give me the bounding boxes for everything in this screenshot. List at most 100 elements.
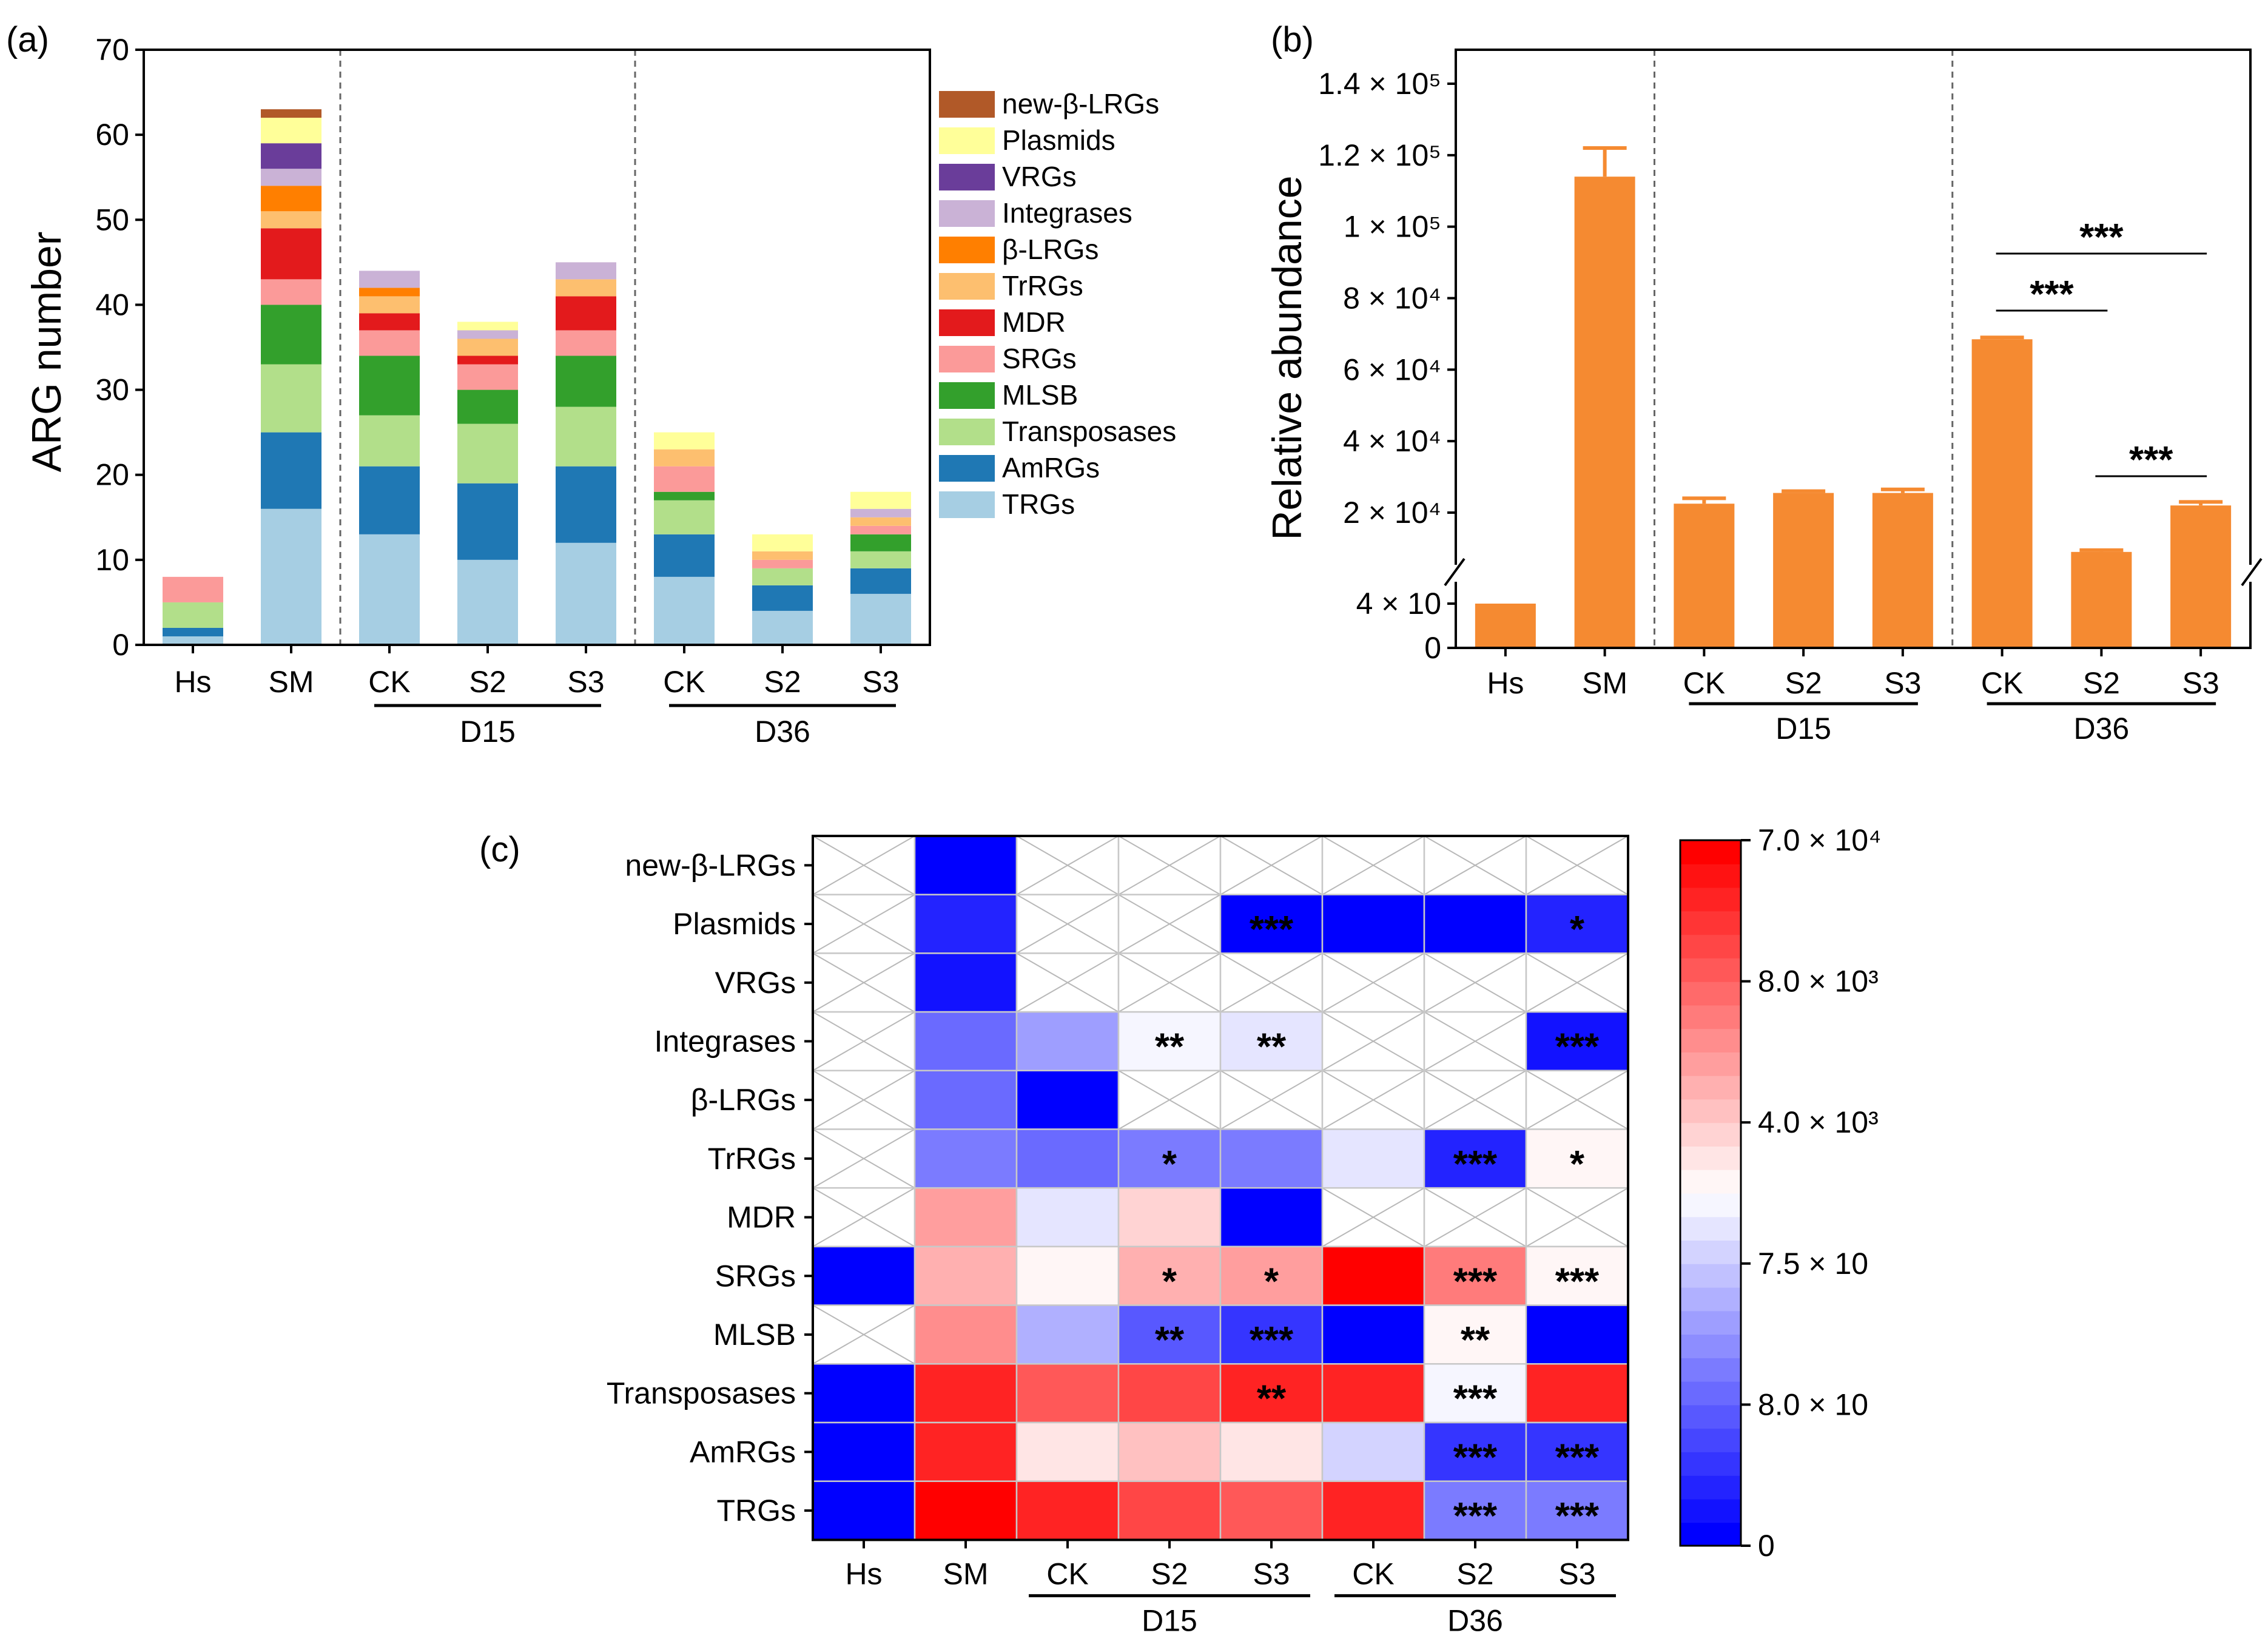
- heatmap-cell: [1017, 1246, 1119, 1305]
- bar-segment-TrRGs-1: [261, 211, 321, 229]
- legend-swatch-β-LRGs: [939, 237, 995, 263]
- bar-segment-AmRGs-1: [261, 432, 321, 509]
- heatmap-cell: [1220, 1423, 1322, 1481]
- heatmap-significance: *: [1162, 1261, 1177, 1302]
- colorbar-step-3: [1680, 1451, 1741, 1476]
- bar-segment-MLSB-7: [850, 534, 911, 551]
- column-label: S3: [1253, 1557, 1290, 1591]
- bar-segment-Integrases-1: [261, 169, 321, 186]
- axis-break-gap-left: [1444, 565, 1468, 582]
- x-tick-label: Hs: [1487, 666, 1524, 700]
- cross-line: [812, 835, 915, 895]
- cross-line: [1322, 952, 1425, 1012]
- heatmap-significance: *: [1570, 909, 1585, 951]
- heatmap-cell: [813, 1246, 915, 1305]
- cross-line: [1424, 1011, 1527, 1071]
- bar-segment-MDR-1: [261, 228, 321, 280]
- cross-line: [1016, 835, 1119, 895]
- bar-segment-MLSB-5: [654, 491, 715, 500]
- x-tick-label: SM: [269, 665, 314, 699]
- y-tick-label: 8 × 10⁴: [1343, 281, 1441, 315]
- x-tick-label: S2: [2083, 666, 2120, 700]
- bar-segment-MLSB-2: [359, 355, 420, 416]
- colorbar-step-28: [1680, 863, 1741, 888]
- bar-segment-Plasmids-5: [654, 432, 715, 450]
- heatmap-cell: [1322, 1246, 1424, 1305]
- heatmap-cell: [1017, 1129, 1119, 1188]
- colorbar-step-21: [1680, 1028, 1741, 1053]
- bar-segment-AmRGs-5: [654, 534, 715, 577]
- bar-SM-1: [1574, 177, 1635, 648]
- bar-S3-7: [2170, 505, 2232, 648]
- bar-segment-Integrases-2: [359, 271, 420, 288]
- row-label: MLSB: [713, 1318, 796, 1352]
- bar-segment-Transposases-6: [752, 568, 813, 585]
- cross-line: [1526, 952, 1629, 1012]
- cross-line: [812, 1304, 915, 1365]
- legend-label: TRGs: [1002, 488, 1075, 520]
- bar-segment-AmRGs-3: [457, 483, 518, 560]
- heatmap-cell: [1424, 1246, 1526, 1305]
- heatmap-significance: ***: [1555, 1495, 1600, 1537]
- bar-segment-TRGs-0: [163, 636, 223, 645]
- heatmap-cell: [1526, 1129, 1628, 1188]
- cross-line: [812, 1070, 915, 1130]
- heatmap-cell: [915, 1305, 1017, 1364]
- bar-segment-SRGs-6: [752, 559, 813, 568]
- colorbar-step-6: [1680, 1381, 1741, 1406]
- axis-break-mark-left: [1444, 558, 1465, 587]
- x-tick-label: S3: [567, 665, 604, 699]
- y-tick-label: 40: [95, 288, 129, 322]
- heatmap-cell: [1220, 1246, 1322, 1305]
- colorbar-step-1: [1680, 1498, 1741, 1523]
- bar-segment-Transposases-2: [359, 415, 420, 467]
- colorbar-frame: [1679, 839, 1742, 1547]
- cross-line: [1118, 894, 1221, 954]
- legend-swatch-AmRGs: [939, 455, 995, 482]
- heatmap-cell: [1220, 1012, 1322, 1071]
- bar-segment-TRGs-1: [261, 508, 321, 645]
- bar-segment-AmRGs-6: [752, 585, 813, 611]
- legend-swatch-new-β-LRGs: [939, 91, 995, 118]
- colorbar-step-23: [1680, 981, 1741, 1006]
- heatmap-significance: ***: [1250, 1319, 1294, 1361]
- heatmap-cell: [1119, 1129, 1220, 1188]
- legend-swatch-TrRGs: [939, 273, 995, 300]
- legend-swatch-Transposases: [939, 419, 995, 445]
- legend-label: Transposases: [1002, 416, 1176, 447]
- bar-segment-TrRGs-6: [752, 551, 813, 560]
- colorbar-step-11: [1680, 1263, 1741, 1288]
- bar-CK-2: [1674, 504, 1735, 648]
- bar-segment-Transposases-3: [457, 423, 518, 483]
- bar-segment-SRGs-7: [850, 525, 911, 534]
- panel-b-label: (b): [1271, 20, 1314, 59]
- bar-segment-TRGs-6: [752, 610, 813, 645]
- row-label: Integrases: [654, 1024, 796, 1058]
- column-label: SM: [943, 1557, 989, 1591]
- colorbar-step-15: [1680, 1169, 1741, 1194]
- colorbar-step-18: [1680, 1099, 1741, 1124]
- bar-segment-Integrases-4: [556, 262, 616, 280]
- heatmap-cell: [1526, 894, 1628, 954]
- heatmap-significance: ***: [1555, 1261, 1600, 1302]
- bar-segment-Plasmids-3: [457, 322, 518, 331]
- heatmap-cell: [813, 1481, 915, 1540]
- bar-segment-TrRGs-2: [359, 296, 420, 314]
- heatmap-cell: [1220, 1481, 1322, 1540]
- bar-segment-Integrases-7: [850, 508, 911, 517]
- y-tick-label: 6 × 10⁴: [1343, 352, 1441, 386]
- cross-line: [1118, 952, 1221, 1012]
- group-label: D15: [1775, 712, 1831, 746]
- row-label: MDR: [727, 1201, 796, 1235]
- column-label: CK: [1046, 1557, 1088, 1591]
- plot-frame: [1455, 49, 2252, 649]
- heatmap-cell: [1526, 1364, 1628, 1423]
- heatmap-cell: [1220, 1129, 1322, 1188]
- bar-segment-SRGs-1: [261, 279, 321, 305]
- heatmap-cell: [1119, 1012, 1220, 1071]
- bar-segment-Transposases-1: [261, 364, 321, 433]
- bar-segment-TRGs-5: [654, 576, 715, 645]
- y-tick-label: 1.4 × 10⁵: [1318, 67, 1441, 101]
- cross-line: [812, 1128, 915, 1189]
- bar-segment-AmRGs-0: [163, 627, 223, 636]
